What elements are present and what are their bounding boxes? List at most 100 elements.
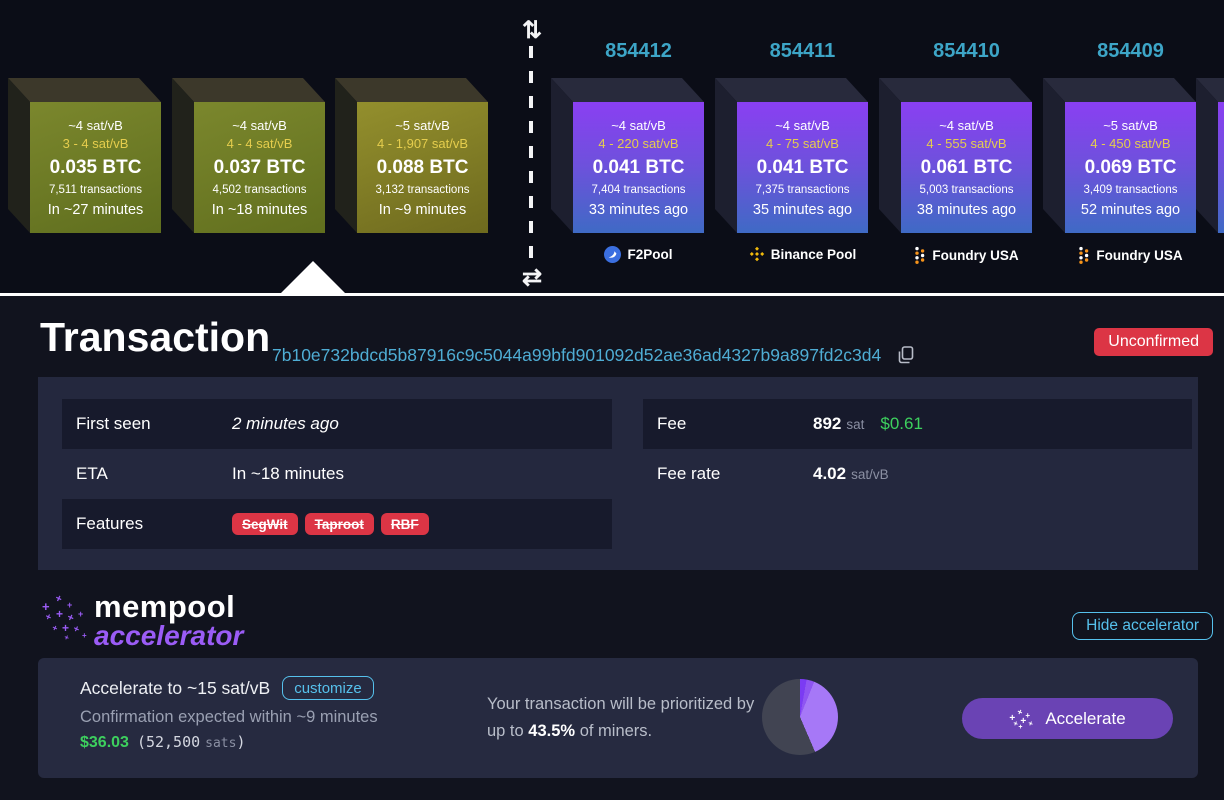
features-label: Features <box>76 514 144 533</box>
block-height-link[interactable]: 854410 <box>933 40 1000 62</box>
copy-icon[interactable] <box>898 346 914 369</box>
mined-block-854410[interactable]: ~4 sat/vB 4 - 555 sat/vB 0.061 BTC 5,003… <box>879 78 1032 233</box>
mempool-accelerator-logo: + + + + + + + + + + + + mempool accelera… <box>40 589 243 650</box>
block-top-face <box>879 78 1032 102</box>
block-side-face <box>715 78 737 233</box>
feature-badge-taproot: Taproot <box>304 513 374 535</box>
block-eta: In ~9 minutes <box>378 201 467 218</box>
block-total-btc: 0.041 BTC <box>756 156 849 178</box>
sort-updown-icon: ⇅ <box>521 17 543 44</box>
block-top-face <box>172 78 325 102</box>
block-side-face <box>1196 78 1218 233</box>
block-side-face <box>551 78 573 233</box>
sparkles-icon: + + + + + + + <box>1009 705 1035 731</box>
block-top-face <box>551 78 704 102</box>
block-median-fee: ~4 sat/vB <box>68 117 123 133</box>
block-side-face <box>1043 78 1065 233</box>
pool-name: Foundry USA <box>932 247 1019 263</box>
block-height-link[interactable]: 854411 <box>769 40 836 62</box>
customize-button[interactable]: customize <box>282 676 374 700</box>
block-total-btc: 0.088 BTC <box>376 156 469 178</box>
eta-value: In ~18 minutes <box>232 464 344 483</box>
block-eta: In ~18 minutes <box>211 201 308 218</box>
block-fee-range: 4 - 450 sat/vB <box>1090 135 1171 151</box>
fee-unit: sat <box>846 417 865 432</box>
block-median-fee: ~4 sat/vB <box>232 117 287 133</box>
foundry-usa-icon <box>914 246 926 264</box>
block-fee-range: 4 - 75 sat/vB <box>766 135 839 151</box>
mempool-block-1[interactable]: ~4 sat/vB 3 - 4 sat/vB 0.035 BTC 7,511 t… <box>8 78 161 233</box>
block-fee-range: 4 - 4 sat/vB <box>226 135 293 151</box>
pool-link-f2pool[interactable]: F2Pool <box>563 246 714 263</box>
mined-block-854412[interactable]: ~4 sat/vB 4 - 220 sat/vB 0.041 BTC 7,404… <box>551 78 704 233</box>
miners-text-line1: Your transaction will be prioritized by <box>487 695 755 713</box>
block-top-face <box>8 78 161 102</box>
first-seen-row: First seen 2 minutes ago <box>62 399 612 449</box>
acceleration-price-close: ) <box>236 733 246 751</box>
confirmation-estimate: Confirmation expected within ~9 minutes <box>80 708 378 726</box>
block-total-btc: 0.037 BTC <box>213 156 306 178</box>
pool-name: Binance Pool <box>770 246 857 262</box>
binance-pool-icon <box>749 246 765 262</box>
fee-label: Fee <box>657 414 687 433</box>
miners-percent: 43.5% <box>528 722 576 740</box>
block-tx-count: 7,511 transactions <box>48 183 143 196</box>
sparkles-icon: + + + + + + + + + + + + <box>42 592 87 643</box>
mined-block-854409[interactable]: ~5 sat/vB 4 - 450 sat/vB 0.069 BTC 3,409… <box>1043 78 1196 233</box>
pool-link-binance[interactable]: Binance Pool <box>727 246 878 262</box>
brand-mempool: mempool <box>94 589 236 624</box>
block-median-fee: ~4 sat/vB <box>775 117 830 133</box>
block-total-btc: 0.041 BTC <box>592 156 685 178</box>
block-median-fee: ~5 sat/vB <box>395 117 450 133</box>
mined-block-854411[interactable]: ~4 sat/vB 4 - 75 sat/vB 0.041 BTC 7,375 … <box>715 78 868 233</box>
block-total-btc: 0.061 BTC <box>920 156 1013 178</box>
fee-value: 892 <box>813 414 842 433</box>
transaction-details: First seen 2 minutes ago ETA In ~18 minu… <box>38 377 1198 570</box>
eta-row: ETA In ~18 minutes <box>62 449 612 499</box>
swap-leftright-icon: ⇄ <box>521 264 543 291</box>
block-fee-range: 4 - 555 sat/vB <box>926 135 1007 151</box>
txid-link[interactable]: 7b10e732bdcd5b87916c9c5044a99bfd901092d5… <box>272 345 882 365</box>
pool-link-foundry[interactable]: Foundry USA <box>1055 246 1206 264</box>
details-left-table: First seen 2 minutes ago ETA In ~18 minu… <box>62 399 612 549</box>
details-right-table: Fee 892 sat $0.61 Fee rate 4.02 sat/vB <box>643 399 1192 499</box>
feature-badge-rbf: RBF <box>380 513 429 535</box>
chain-baseline <box>0 293 1224 296</box>
pool-link-foundry[interactable]: Foundry USA <box>891 246 1042 264</box>
foundry-usa-icon <box>1078 246 1090 264</box>
block-eta: In ~27 minutes <box>47 201 144 218</box>
miners-priority-text: Your transaction will be prioritized by … <box>487 691 754 745</box>
mempool-block-3[interactable]: ~5 sat/vB 4 - 1,907 sat/vB 0.088 BTC 3,1… <box>335 78 488 233</box>
block-side-face <box>879 78 901 233</box>
accelerate-headline: Accelerate to ~15 sat/vB <box>80 677 271 698</box>
block-median-fee: ~4 sat/vB <box>611 117 666 133</box>
block-median-fee: ~4 sat/vB <box>939 117 994 133</box>
block-side-face <box>172 78 194 233</box>
accelerate-button[interactable]: + + + + + + + Accelerate <box>962 698 1173 739</box>
features-row: Features SegWit Taproot RBF <box>62 499 612 549</box>
mempool-block-2[interactable]: ~4 sat/vB 4 - 4 sat/vB 0.037 BTC 4,502 t… <box>172 78 325 233</box>
block-fee-range: 4 - 1,907 sat/vB <box>376 135 469 151</box>
block-tx-count: 7,375 transactions <box>755 183 850 196</box>
block-fee-range: 4 - 220 sat/vB <box>598 135 679 151</box>
fee-rate-unit: sat/vB <box>851 467 889 482</box>
accelerator-panel: Accelerate to ~15 sat/vB customize Confi… <box>38 658 1198 778</box>
mempool-chain-divider <box>529 46 533 258</box>
mined-block-partial <box>1196 78 1224 233</box>
block-tx-count: 5,003 transactions <box>919 183 1014 196</box>
miners-text-2a: up to <box>487 722 524 740</box>
block-height-link[interactable]: 854409 <box>1097 40 1164 62</box>
f2pool-icon <box>604 246 622 263</box>
tx-position-pointer <box>280 261 346 293</box>
block-tx-count: 3,409 transactions <box>1083 183 1178 196</box>
feature-badge-segwit: SegWit <box>232 513 298 535</box>
block-height-link[interactable]: 854412 <box>605 40 672 62</box>
fee-rate-value: 4.02 <box>813 464 847 483</box>
acceleration-price-usd: $36.03 <box>80 734 129 751</box>
accelerate-button-label: Accelerate <box>1045 708 1126 728</box>
block-tx-count: 7,404 transactions <box>591 183 686 196</box>
block-tx-count: 4,502 transactions <box>212 183 307 196</box>
hide-accelerator-button[interactable]: Hide accelerator <box>1072 612 1213 640</box>
block-median-fee: ~5 sat/vB <box>1103 117 1158 133</box>
